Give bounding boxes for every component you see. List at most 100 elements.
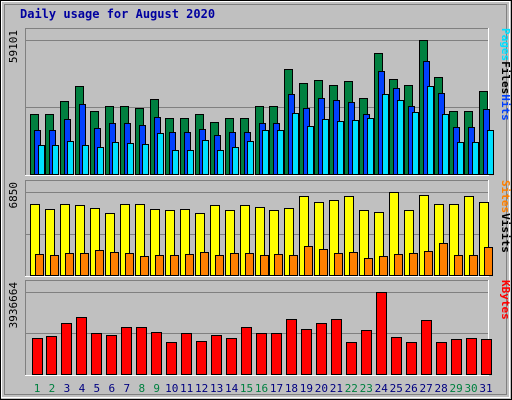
xtick-label-day-29: 29 xyxy=(449,382,462,395)
bar-pages-day-26 xyxy=(412,112,419,175)
bar-sites-day-8 xyxy=(140,256,149,276)
bar-kbytes-day-26 xyxy=(406,342,417,375)
legend-kbytes: KBytes xyxy=(499,280,512,320)
bar-kbytes-day-29 xyxy=(451,339,462,375)
xtick-label-day-16: 16 xyxy=(255,382,268,395)
legend-entry- /: Files xyxy=(499,61,512,94)
bar-sites-day-18 xyxy=(289,255,298,276)
bar-sites-day-2 xyxy=(50,255,59,276)
xtick-label-day-3: 3 xyxy=(64,382,71,395)
bar-sites-day-12 xyxy=(200,252,209,276)
bar-pages-day-12 xyxy=(202,140,209,175)
ytick-max-label: 3936664 xyxy=(7,282,20,329)
bar-pages-day-13 xyxy=(217,150,224,175)
bar-pages-day-31 xyxy=(487,130,494,175)
bar-pages-day-25 xyxy=(397,100,404,175)
legend-entry-files: Hits xyxy=(499,94,512,121)
bar-kbytes-day-28 xyxy=(436,342,447,375)
panel-kbytes: 3936664 KBytes xyxy=(7,280,512,376)
bar-pages-day-9 xyxy=(157,133,164,175)
xtick-label-day-22: 22 xyxy=(345,382,358,395)
bar-pages-day-16 xyxy=(262,130,269,175)
bar-pages-day-3 xyxy=(67,141,74,175)
bar-sites-day-11 xyxy=(185,254,194,276)
bar-pages-day-29 xyxy=(457,142,464,175)
xtick-label-day-28: 28 xyxy=(435,382,448,395)
xtick-label-day-15: 15 xyxy=(240,382,253,395)
xtick-label-day-5: 5 xyxy=(94,382,101,395)
bar-kbytes-day-18 xyxy=(286,319,297,375)
xtick-label-day-19: 19 xyxy=(300,382,313,395)
chart-title: Daily usage for August 2020 xyxy=(20,7,215,21)
bar-pages-day-7 xyxy=(127,143,134,175)
bar-kbytes-day-12 xyxy=(196,341,207,375)
bar-sites-day-16 xyxy=(260,255,269,276)
bar-sites-day-3 xyxy=(65,253,74,276)
xtick-label-day-7: 7 xyxy=(123,382,130,395)
legend-entry-kbytes: KBytes xyxy=(499,280,512,320)
bar-pages-day-20 xyxy=(322,119,329,175)
bar-pages-day-1 xyxy=(38,145,45,175)
bar-pages-day-10 xyxy=(172,150,179,175)
xtick-label-day-1: 1 xyxy=(34,382,41,395)
xtick-label-day-2: 2 xyxy=(49,382,56,395)
xtick-label-day-30: 30 xyxy=(464,382,477,395)
bar-sites-day-10 xyxy=(170,255,179,276)
bar-kbytes-day-8 xyxy=(136,327,147,375)
bar-pages-day-2 xyxy=(52,145,59,175)
bar-sites-day-30 xyxy=(469,255,478,276)
bar-pages-day-8 xyxy=(142,144,149,175)
legend-visits-sites: SitesVisits xyxy=(499,180,512,253)
bar-sites-day-24 xyxy=(379,256,388,276)
bar-kbytes-day-17 xyxy=(271,333,282,375)
bar-sites-day-20 xyxy=(319,249,328,276)
bar-sites-day-21 xyxy=(334,253,343,276)
bar-kbytes-day-2 xyxy=(46,336,57,375)
bar-pages-day-22 xyxy=(352,120,359,175)
bar-kbytes-day-23 xyxy=(361,330,372,375)
bar-kbytes-day-9 xyxy=(151,332,162,375)
bar-sites-day-23 xyxy=(364,258,373,276)
xtick-label-day-14: 14 xyxy=(225,382,239,395)
xtick-label-day-23: 23 xyxy=(360,382,373,395)
bar-pages-day-30 xyxy=(472,142,479,175)
bar-sites-day-5 xyxy=(95,250,104,276)
ytick-max-label: 6850 xyxy=(7,182,20,209)
bar-sites-day-25 xyxy=(394,254,403,276)
panel-hits-files-pages: 59101 PagesFilesHits xyxy=(7,28,512,176)
xtick-label-day-21: 21 xyxy=(330,382,343,395)
bar-pages-day-17 xyxy=(277,130,284,175)
bar-pages-day-28 xyxy=(442,114,449,175)
bar-kbytes-day-5 xyxy=(91,333,102,375)
legend-entry-pages: Pages xyxy=(499,28,512,61)
xtick-label-day-24: 24 xyxy=(375,382,389,395)
xtick-label-day-4: 4 xyxy=(79,382,86,395)
legend-entry-sites: Sites xyxy=(499,180,512,213)
bar-pages-day-27 xyxy=(427,86,434,175)
frame-shadow xyxy=(4,4,507,395)
bar-pages-day-11 xyxy=(187,150,194,175)
xtick-label-day-6: 6 xyxy=(109,382,116,395)
bar-kbytes-day-16 xyxy=(256,333,267,375)
bar-pages-day-4 xyxy=(82,145,89,175)
bar-sites-day-27 xyxy=(424,251,433,276)
bar-sites-day-19 xyxy=(304,246,313,276)
bar-kbytes-day-31 xyxy=(481,339,492,375)
bar-pages-day-23 xyxy=(367,118,374,175)
bar-pages-day-5 xyxy=(97,147,104,175)
bar-pages-day-24 xyxy=(382,94,389,175)
xtick-label-day-11: 11 xyxy=(180,382,193,395)
bar-kbytes-day-1 xyxy=(32,338,43,375)
bar-sites-day-28 xyxy=(439,243,448,276)
bar-pages-day-21 xyxy=(337,121,344,175)
bar-kbytes-day-19 xyxy=(301,329,312,375)
xtick-label-day-8: 8 xyxy=(138,382,145,395)
panel-visits-sites: 6850 SitesVisits xyxy=(7,180,512,277)
bar-sites-day-31 xyxy=(484,247,493,276)
bar-kbytes-day-3 xyxy=(61,323,72,375)
bar-kbytes-day-4 xyxy=(76,317,87,375)
bar-pages-day-14 xyxy=(232,147,239,175)
bar-kbytes-day-20 xyxy=(316,323,327,375)
